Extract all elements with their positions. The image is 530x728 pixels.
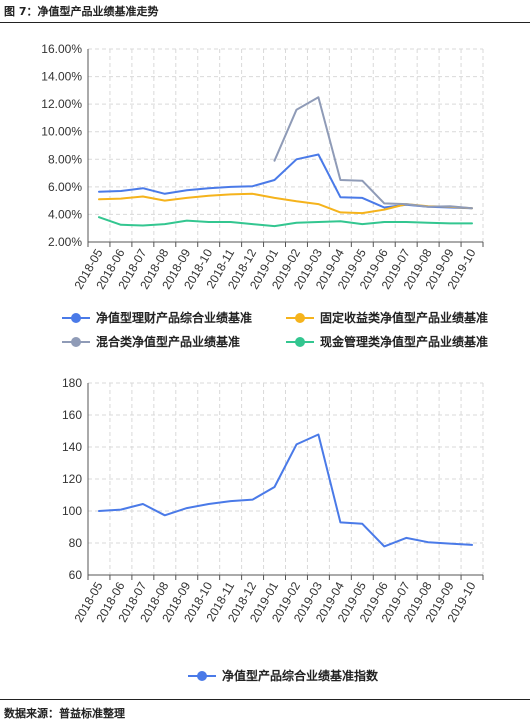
figure-title: 图 7：净值型产品业绩基准走势 — [4, 5, 159, 18]
chart2-y-tick-label: 140 — [62, 440, 82, 454]
chart1-legend-marker — [295, 337, 305, 347]
chart1-y-tick-label: 12.00% — [41, 97, 82, 111]
chart1-legend-marker — [295, 313, 305, 323]
chart2-y-tick-label: 100 — [62, 504, 82, 518]
chart2-y-tick-label: 120 — [62, 472, 82, 486]
chart1-y-tick-label: 8.00% — [48, 152, 82, 166]
data-source-note: 数据来源：普益标准整理 — [4, 707, 125, 720]
chart1-series-line-3 — [273, 96, 473, 210]
chart1-y-tick-label: 4.00% — [48, 207, 82, 221]
chart2-y-tick-label: 80 — [69, 536, 83, 550]
bottom-rule — [0, 699, 530, 700]
chart1-y-tick-label: 14.00% — [41, 70, 82, 84]
chart2-series-line-1 — [98, 433, 473, 548]
chart2-legend-label: 净值型产品综合业绩基准指数 — [222, 668, 379, 683]
chart2-y-tick-label: 60 — [69, 568, 83, 582]
chart1-legend-label: 净值型理财产品综合业绩基准 — [96, 310, 252, 325]
chart1-y-tick-label: 2.00% — [48, 235, 82, 249]
chart1-y-tick-label: 6.00% — [48, 180, 82, 194]
chart1-y-tick-label: 10.00% — [41, 125, 82, 139]
chart1-legend-label: 混合类净值型产品业绩基准 — [96, 334, 240, 349]
chart1-legend-marker — [71, 313, 81, 323]
chart2-y-tick-label: 180 — [62, 376, 82, 390]
chart1-series-line-4 — [98, 216, 473, 228]
chart1-legend-marker — [71, 337, 81, 347]
chart1-y-tick-label: 16.00% — [41, 42, 82, 56]
chart2-legend-marker — [197, 671, 207, 681]
chart1-legend-label: 现金管理类净值型产品业绩基准 — [320, 334, 488, 349]
top-rule — [0, 22, 530, 23]
chart1-legend-label: 固定收益类净值型产品业绩基准 — [320, 310, 488, 325]
chart2-y-tick-label: 160 — [62, 408, 82, 422]
